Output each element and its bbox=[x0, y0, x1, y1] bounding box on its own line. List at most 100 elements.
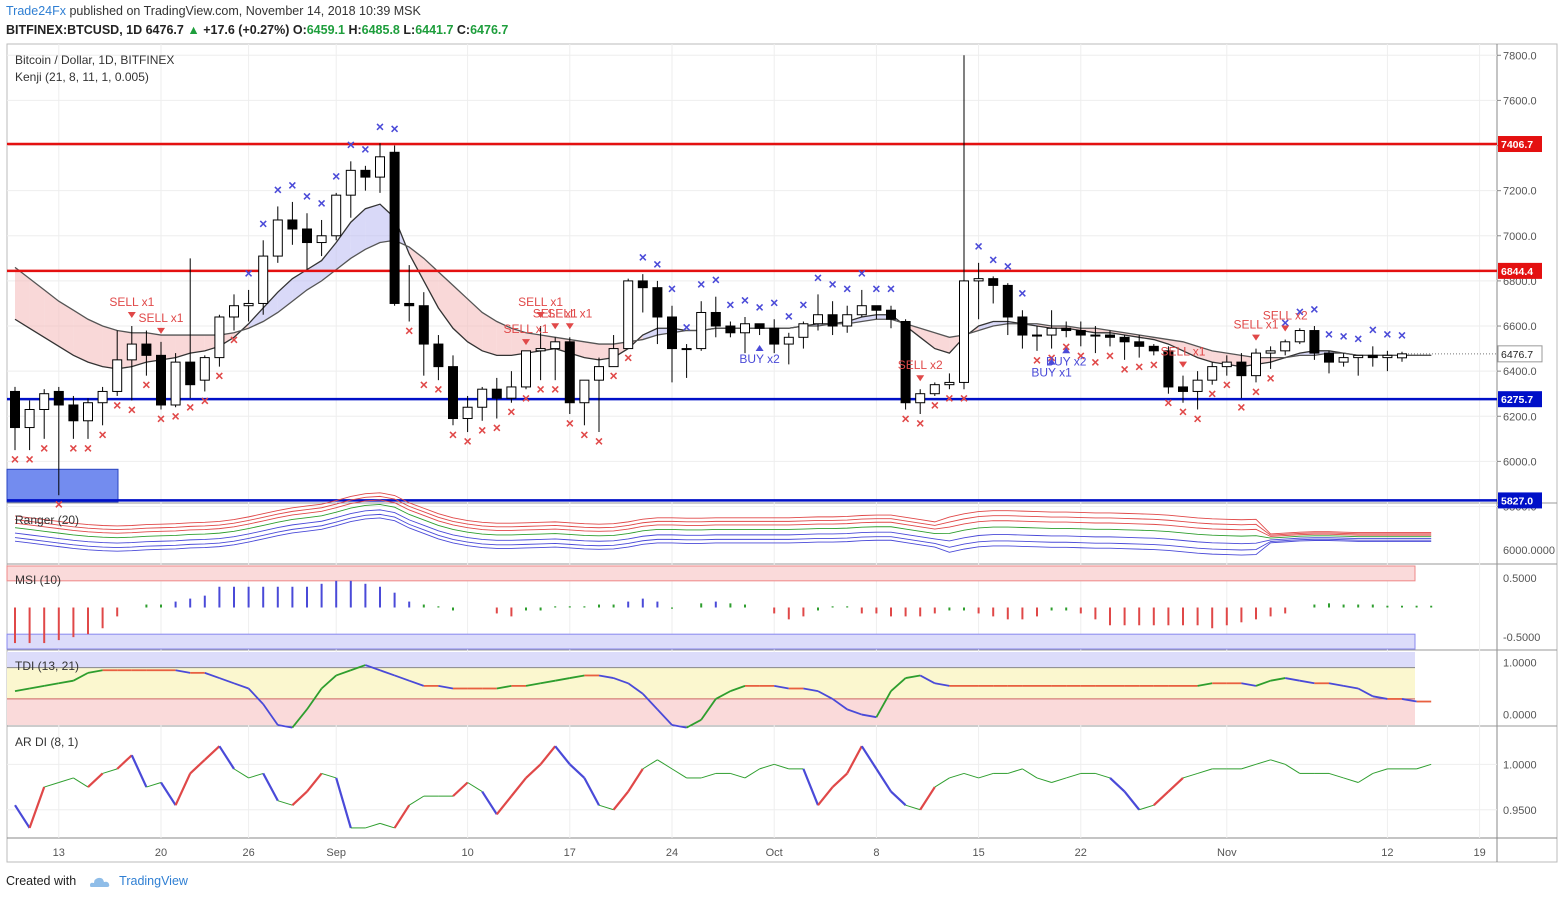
kenji-cloud-segment bbox=[29, 278, 45, 338]
ardi-line-segment bbox=[379, 822, 395, 829]
kenji-cloud-segment bbox=[642, 328, 658, 340]
candle-body bbox=[126, 343, 137, 361]
x-marker: × bbox=[1077, 347, 1085, 363]
sell-arrow-icon bbox=[551, 323, 560, 330]
tdi-line-segment bbox=[656, 708, 673, 726]
tdi-line-segment bbox=[1357, 687, 1374, 698]
kenji-cloud-segment bbox=[1168, 339, 1183, 351]
ardi-line-segment bbox=[1241, 763, 1257, 770]
candle-body bbox=[1017, 316, 1028, 336]
symbol-label[interactable]: BITFINEX:BTCUSD, 1D bbox=[6, 23, 143, 37]
candle-body bbox=[360, 169, 371, 178]
x-marker: × bbox=[288, 177, 296, 193]
candle-body bbox=[229, 305, 239, 318]
tdi-line-segment bbox=[1285, 677, 1300, 682]
candle-body bbox=[316, 235, 327, 244]
ardi-line-segment bbox=[759, 763, 775, 770]
candle-body bbox=[1178, 386, 1188, 392]
y-tick-label: 6000.0 bbox=[1503, 456, 1537, 468]
x-marker: × bbox=[405, 323, 413, 339]
kenji-cloud-segment bbox=[190, 335, 205, 354]
tdi-line-segment bbox=[350, 664, 366, 672]
candle-body bbox=[842, 314, 853, 327]
x-marker: × bbox=[1281, 315, 1289, 331]
ardi-line-segment bbox=[452, 781, 469, 797]
tdi-pane-title: TDI (13, 21) bbox=[15, 659, 79, 673]
tdi-line-segment bbox=[1197, 682, 1213, 687]
tdi-line-segment bbox=[1255, 679, 1271, 687]
level-label-box bbox=[1498, 262, 1542, 279]
tdi-line-segment bbox=[87, 669, 103, 674]
x-marker: × bbox=[84, 440, 92, 456]
tdi-line-segment bbox=[233, 682, 249, 690]
x-marker: × bbox=[624, 350, 632, 366]
x-marker: × bbox=[712, 272, 720, 288]
sell-arrow-icon bbox=[522, 339, 530, 346]
tdi-line-segment bbox=[14, 687, 30, 692]
ardi-line-segment bbox=[408, 795, 425, 806]
ardi-line-segment bbox=[481, 790, 498, 815]
msi-y-tick-label: 0.5000 bbox=[1503, 573, 1537, 585]
x-marker: × bbox=[507, 404, 515, 420]
high-label: H: bbox=[348, 23, 362, 37]
x-marker: × bbox=[347, 136, 355, 152]
candle-body bbox=[973, 278, 984, 282]
ardi-line-segment bbox=[365, 822, 381, 829]
x-marker: × bbox=[1048, 350, 1056, 366]
x-marker: × bbox=[1194, 410, 1202, 426]
candle-body bbox=[112, 359, 123, 392]
x-marker: × bbox=[128, 401, 136, 417]
ardi-line-segment bbox=[204, 745, 221, 761]
candle-body bbox=[550, 341, 561, 350]
ranger-pane-title: Ranger (20) bbox=[15, 513, 79, 527]
ardi-line-segment bbox=[583, 777, 600, 806]
tdi-line-segment bbox=[408, 679, 425, 687]
kenji-cloud-segment bbox=[365, 204, 380, 250]
ardi-line-segment bbox=[802, 768, 820, 806]
tdi-line-segment bbox=[1299, 679, 1315, 685]
ardi-pane-title: AR DI (8, 1) bbox=[15, 735, 78, 749]
ardi-line-segment bbox=[495, 795, 513, 815]
tdi-line-segment bbox=[627, 682, 644, 695]
x-marker: × bbox=[1106, 347, 1114, 363]
buy-signal-label: BUY x1 bbox=[1031, 366, 1072, 380]
ardi-line-segment bbox=[744, 768, 760, 779]
ardi-line-segment bbox=[1255, 759, 1271, 765]
x-marker: × bbox=[1340, 328, 1348, 344]
kenji-cloud-segment bbox=[467, 298, 483, 351]
ardi-line-segment bbox=[28, 786, 46, 829]
sell-signal-label: SELL x2 bbox=[898, 358, 943, 372]
msi-lower-zone bbox=[6, 633, 1416, 650]
candle-body bbox=[1105, 334, 1115, 338]
ardi-line-segment bbox=[116, 754, 133, 770]
kenji-cloud-segment bbox=[584, 341, 599, 360]
tdi-line-segment bbox=[247, 687, 264, 705]
tradingview-brand-link[interactable]: TradingView bbox=[119, 874, 188, 888]
candle-body bbox=[681, 348, 692, 351]
candle-body bbox=[696, 311, 707, 350]
y-tick-label: 7800.0 bbox=[1503, 50, 1537, 62]
candle-body bbox=[1294, 330, 1305, 343]
x-marker: × bbox=[1121, 361, 1129, 377]
tdi-line-segment bbox=[555, 677, 570, 682]
ardi-line-segment bbox=[1066, 772, 1081, 779]
tdi-line-segment bbox=[613, 677, 629, 685]
publisher-link[interactable]: Trade24Fx bbox=[6, 4, 66, 18]
tdi-line-segment bbox=[934, 682, 950, 687]
candle-body bbox=[1309, 330, 1320, 354]
sell-arrow-icon bbox=[1252, 334, 1260, 341]
ardi-line-segment bbox=[919, 786, 936, 811]
ardi-line-segment bbox=[1182, 772, 1198, 779]
tdi-line-segment bbox=[774, 685, 789, 690]
candle-body bbox=[900, 321, 911, 404]
sell-arrow-icon bbox=[1281, 325, 1290, 332]
ardi-line-segment bbox=[598, 804, 614, 811]
sell-arrow-icon bbox=[157, 327, 165, 334]
y-tick-label: 7000.0 bbox=[1503, 231, 1537, 243]
ardi-line-segment bbox=[393, 804, 411, 829]
x-marker: × bbox=[1223, 377, 1231, 393]
main-pane-title: Bitcoin / Dollar, 1D, BITFINEX bbox=[15, 53, 174, 67]
candle-body bbox=[462, 406, 473, 420]
candle-body bbox=[141, 343, 152, 356]
